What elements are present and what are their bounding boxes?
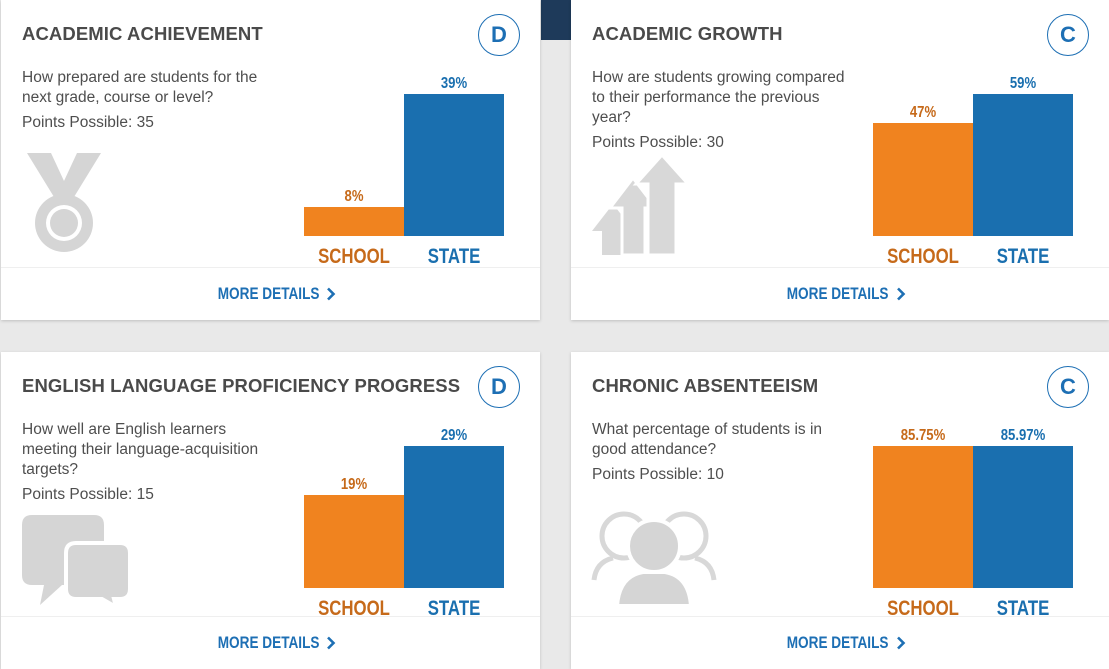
school-bar xyxy=(873,446,973,588)
card-academic-achievement: ACADEMIC ACHIEVEMENT D How prepared are … xyxy=(1,0,540,320)
school-bar xyxy=(304,495,404,588)
card-question: How prepared are students for the next g… xyxy=(22,68,284,133)
state-category-label: STATE xyxy=(996,597,1050,620)
school-category-label: SCHOOL xyxy=(887,245,959,268)
points-possible: Points Possible: 10 xyxy=(592,466,724,483)
grade-badge: D xyxy=(478,14,520,56)
bar-chart: 8% 39% SCHOOL STATE xyxy=(303,60,504,273)
card-question: What percentage of students is in good a… xyxy=(592,420,854,485)
school-value-label: 8% xyxy=(344,188,364,205)
card-title: ENGLISH LANGUAGE PROFICIENCY PROGRESS xyxy=(22,375,461,396)
bar-chart: 19% 29% SCHOOL STATE xyxy=(303,412,504,625)
card-chronic-absenteeism: CHRONIC ABSENTEEISM C What percentage of… xyxy=(571,352,1109,669)
grade-badge: C xyxy=(1047,14,1089,56)
header-strip xyxy=(541,0,571,40)
school-category-label: SCHOOL xyxy=(318,245,390,268)
more-details-link[interactable]: MORE DETAILS xyxy=(1,267,540,320)
more-details-label: MORE DETAILS xyxy=(787,633,889,652)
chevron-right-icon xyxy=(326,636,336,650)
state-value-label: 85.97% xyxy=(1000,427,1046,444)
bar-chart: 47% 59% SCHOOL STATE xyxy=(872,60,1073,273)
more-details-label: MORE DETAILS xyxy=(787,284,889,303)
more-details-link[interactable]: MORE DETAILS xyxy=(571,267,1109,320)
more-details-label: MORE DETAILS xyxy=(217,284,320,303)
points-possible: Points Possible: 30 xyxy=(592,134,724,151)
school-value-label: 19% xyxy=(340,476,368,493)
points-possible: Points Possible: 35 xyxy=(22,114,154,131)
chevron-right-icon xyxy=(326,287,336,301)
school-category-label: SCHOOL xyxy=(318,597,390,620)
school-bar xyxy=(304,207,404,236)
question-text: How are students growing compared to the… xyxy=(592,69,845,126)
school-category-label: SCHOOL xyxy=(887,597,959,620)
school-bar xyxy=(873,123,973,236)
grade-badge: D xyxy=(478,366,520,408)
state-bar xyxy=(973,94,1073,236)
card-title: ACADEMIC ACHIEVEMENT xyxy=(22,23,263,44)
state-value-label: 39% xyxy=(440,75,468,92)
card-academic-growth: ACADEMIC GROWTH C How are students growi… xyxy=(571,0,1109,320)
state-value-label: 59% xyxy=(1009,75,1037,92)
card-title: CHRONIC ABSENTEEISM xyxy=(592,375,819,396)
card-english-language-proficiency: ENGLISH LANGUAGE PROFICIENCY PROGRESS D … xyxy=(1,352,540,669)
chevron-right-icon xyxy=(896,636,906,650)
question-text: How prepared are students for the next g… xyxy=(22,69,258,106)
speech-bubbles-icon xyxy=(22,515,132,612)
state-value-label: 29% xyxy=(440,427,468,444)
state-bar xyxy=(404,446,504,588)
state-bar xyxy=(404,94,504,236)
group-icon xyxy=(591,502,717,613)
state-bar xyxy=(973,446,1073,588)
grade-badge: C xyxy=(1047,366,1089,408)
more-details-link[interactable]: MORE DETAILS xyxy=(1,616,540,669)
state-category-label: STATE xyxy=(427,597,481,620)
state-category-label: STATE xyxy=(996,245,1050,268)
points-possible: Points Possible: 15 xyxy=(22,486,154,503)
school-value-label: 47% xyxy=(909,104,937,121)
more-details-label: MORE DETAILS xyxy=(217,633,320,652)
card-title: ACADEMIC GROWTH xyxy=(592,23,783,44)
bar-chart: 85.75% 85.97% SCHOOL STATE xyxy=(872,412,1073,625)
state-category-label: STATE xyxy=(427,245,481,268)
question-text: How well are English learners meeting th… xyxy=(22,421,259,478)
more-details-link[interactable]: MORE DETAILS xyxy=(571,616,1109,669)
card-question: How well are English learners meeting th… xyxy=(22,420,284,505)
medal-icon xyxy=(27,153,101,262)
chevron-right-icon xyxy=(896,287,906,301)
card-question: How are students growing compared to the… xyxy=(592,68,854,153)
growth-arrows-icon xyxy=(592,152,692,260)
school-value-label: 85.75% xyxy=(900,427,946,444)
question-text: What percentage of students is in good a… xyxy=(592,421,823,458)
